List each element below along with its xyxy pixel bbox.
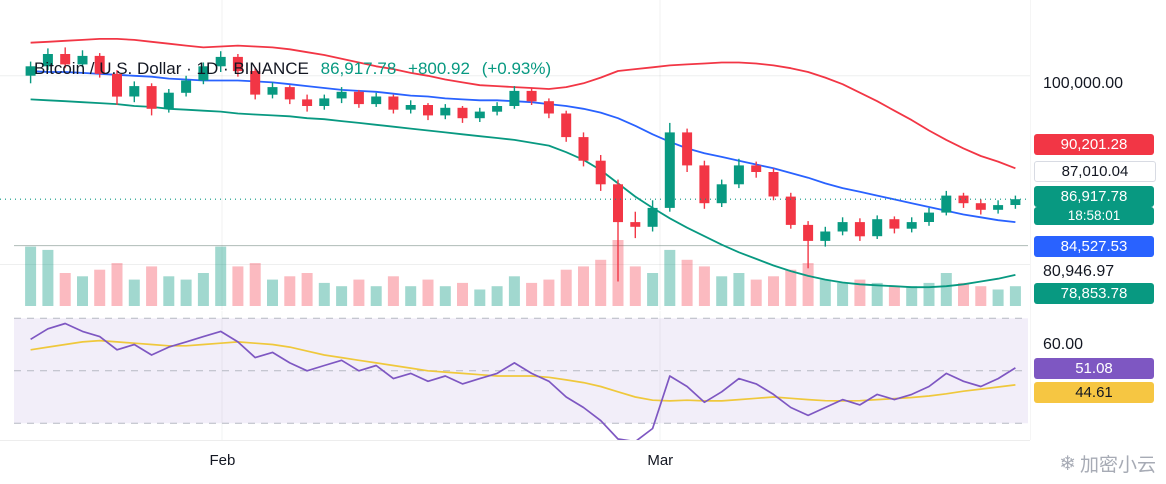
price-axis-label: 44.61 <box>1034 382 1154 403</box>
chart-legend: Bitcoin / U.S. Dollar · 1D · BINANCE 86,… <box>34 59 551 79</box>
price-axis-label: 60.00 <box>1043 336 1084 353</box>
watermark: ❄ 加密小云 <box>1059 450 1156 477</box>
last-price: 86,917.78 <box>320 59 397 78</box>
price-axis-label: 87,010.04 <box>1034 161 1156 182</box>
symbol-title[interactable]: Bitcoin / U.S. Dollar · 1D · BINANCE <box>34 59 309 78</box>
price-axis-label: 78,853.78 <box>1034 283 1154 304</box>
price-axis-label: 84,527.53 <box>1034 236 1154 257</box>
countdown-label: 18:58:01 <box>1034 207 1154 225</box>
time-axis-label: Mar <box>647 452 674 469</box>
price-change-percent: (+0.93%) <box>481 59 552 78</box>
price-pane-canvas[interactable] <box>0 0 1030 310</box>
price-axis[interactable]: 100,000.00 90,201.28 87,010.04 86,917.78 18:… <box>1030 0 1166 440</box>
time-axis[interactable]: Feb Mar <box>0 440 1030 484</box>
watermark-text: 加密小云 <box>1079 455 1156 476</box>
price-axis-label: 90,201.28 <box>1034 134 1154 155</box>
price-axis-label: 80,946.97 <box>1043 263 1115 280</box>
snowflake-icon: ❄ <box>1059 452 1076 475</box>
price-axis-label: 86,917.78 <box>1034 186 1154 207</box>
price-axis-label: 100,000.00 <box>1043 75 1124 92</box>
price-axis-label: 51.08 <box>1034 358 1154 379</box>
time-axis-label: Feb <box>209 452 236 469</box>
rsi-pane-canvas[interactable] <box>0 311 1030 440</box>
price-change: +800.92 <box>408 59 470 78</box>
